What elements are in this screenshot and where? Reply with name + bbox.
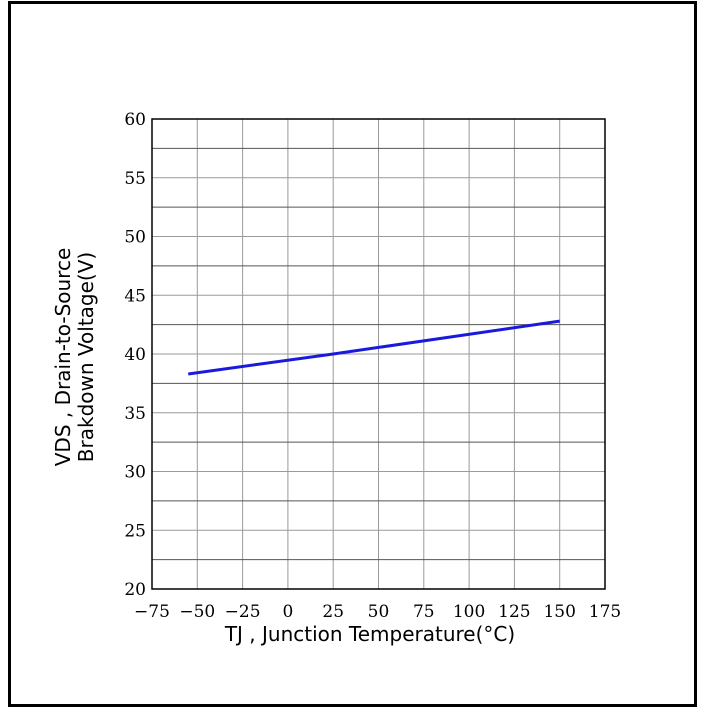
x-tick-label: −25 bbox=[225, 602, 261, 622]
y-axis-title-line1: VDS , Drain-to-Source bbox=[51, 248, 75, 467]
y-tick-label: 30 bbox=[124, 463, 146, 483]
y-tick-labels: 20 25 30 35 40 45 50 55 60 bbox=[124, 110, 146, 600]
y-tick-label: 35 bbox=[124, 404, 146, 424]
y-tick-label: 50 bbox=[124, 228, 146, 248]
grid bbox=[151, 118, 606, 590]
y-tick-label: 45 bbox=[124, 286, 146, 306]
x-tick-label: 50 bbox=[368, 602, 390, 622]
y-axis-title-line2: Brakdown Voltage(V) bbox=[74, 252, 98, 462]
plot-border bbox=[151, 118, 606, 590]
x-tick-label: 150 bbox=[543, 602, 575, 622]
x-tick-label: −50 bbox=[179, 602, 215, 622]
x-tick-label: 100 bbox=[453, 602, 485, 622]
series-line bbox=[188, 319, 560, 376]
x-axis-title: TJ , Junction Temperature(°C) bbox=[224, 622, 515, 646]
series-layer bbox=[188, 319, 560, 376]
x-tick-label: 125 bbox=[498, 602, 530, 622]
x-tick-labels: −75 −50 −25 0 25 50 75 100 125 150 175 bbox=[134, 602, 621, 622]
y-tick-label: 60 bbox=[124, 110, 146, 130]
y-tick-label: 25 bbox=[124, 521, 146, 541]
x-tick-label: 0 bbox=[282, 602, 293, 622]
x-tick-label: 75 bbox=[413, 602, 435, 622]
y-tick-label: 20 bbox=[124, 580, 146, 600]
y-tick-label: 55 bbox=[124, 169, 146, 189]
x-tick-label: 175 bbox=[589, 602, 621, 622]
x-tick-label: −75 bbox=[134, 602, 170, 622]
figure-frame bbox=[8, 1, 697, 707]
x-tick-label: 25 bbox=[322, 602, 344, 622]
y-tick-label: 40 bbox=[124, 345, 146, 365]
